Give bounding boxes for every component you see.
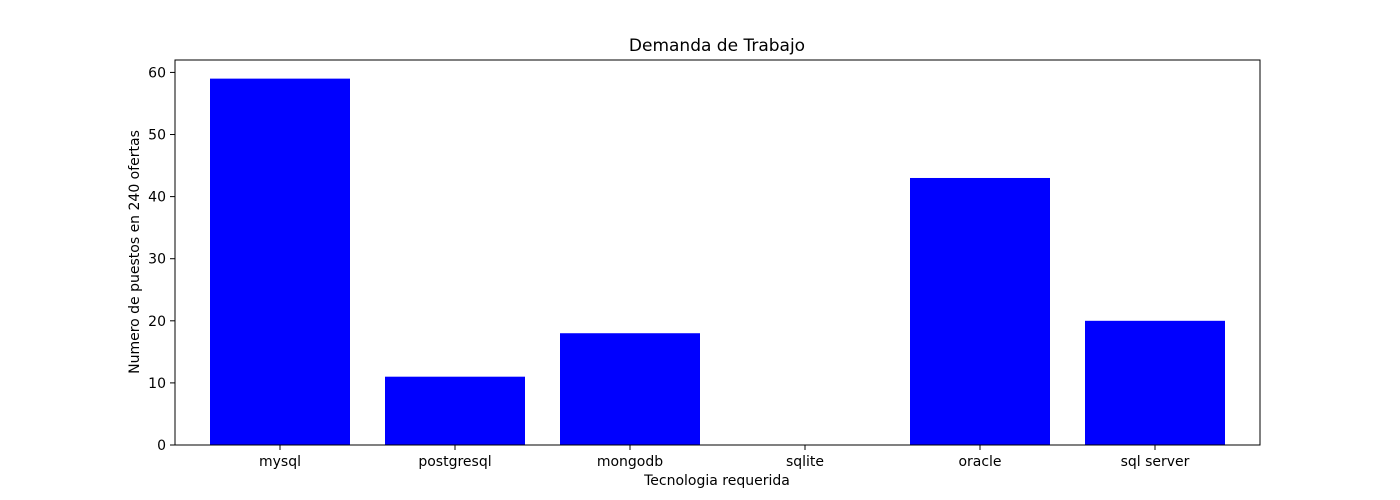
x-tick-label: sqlite <box>786 454 824 470</box>
x-axis-title: Tecnologia requerida <box>643 473 790 489</box>
y-axis: 0 10 20 30 40 50 60 <box>148 65 175 454</box>
y-axis-title: Numero de puestos en 240 ofertas <box>127 130 143 374</box>
y-tick-label: 0 <box>157 438 166 454</box>
bar-mysql <box>210 78 350 445</box>
x-axis: mysql postgresql mongodb sqlite oracle sql se… <box>259 445 1190 470</box>
y-tick-label: 20 <box>148 314 166 330</box>
y-tick-label: 50 <box>148 128 166 144</box>
x-tick-label: postgresql <box>418 454 491 470</box>
x-tick-label: mysql <box>259 454 301 470</box>
bar-mongodb <box>560 333 700 445</box>
y-tick-label: 10 <box>148 376 166 392</box>
y-tick-label: 40 <box>148 190 166 206</box>
chart-title: Demanda de Trabajo <box>629 36 805 56</box>
bar-sql-server <box>1085 320 1225 445</box>
plot-frame <box>174 59 1261 446</box>
y-tick-label: 30 <box>148 252 166 268</box>
x-tick-label: mongodb <box>597 454 663 470</box>
bar-postgresql <box>385 376 525 445</box>
x-tick-label: oracle <box>958 454 1001 470</box>
bars-layer <box>210 78 1225 446</box>
x-tick-label: sql server <box>1121 454 1190 470</box>
bar-oracle <box>910 177 1050 446</box>
y-tick-label: 60 <box>148 65 166 81</box>
